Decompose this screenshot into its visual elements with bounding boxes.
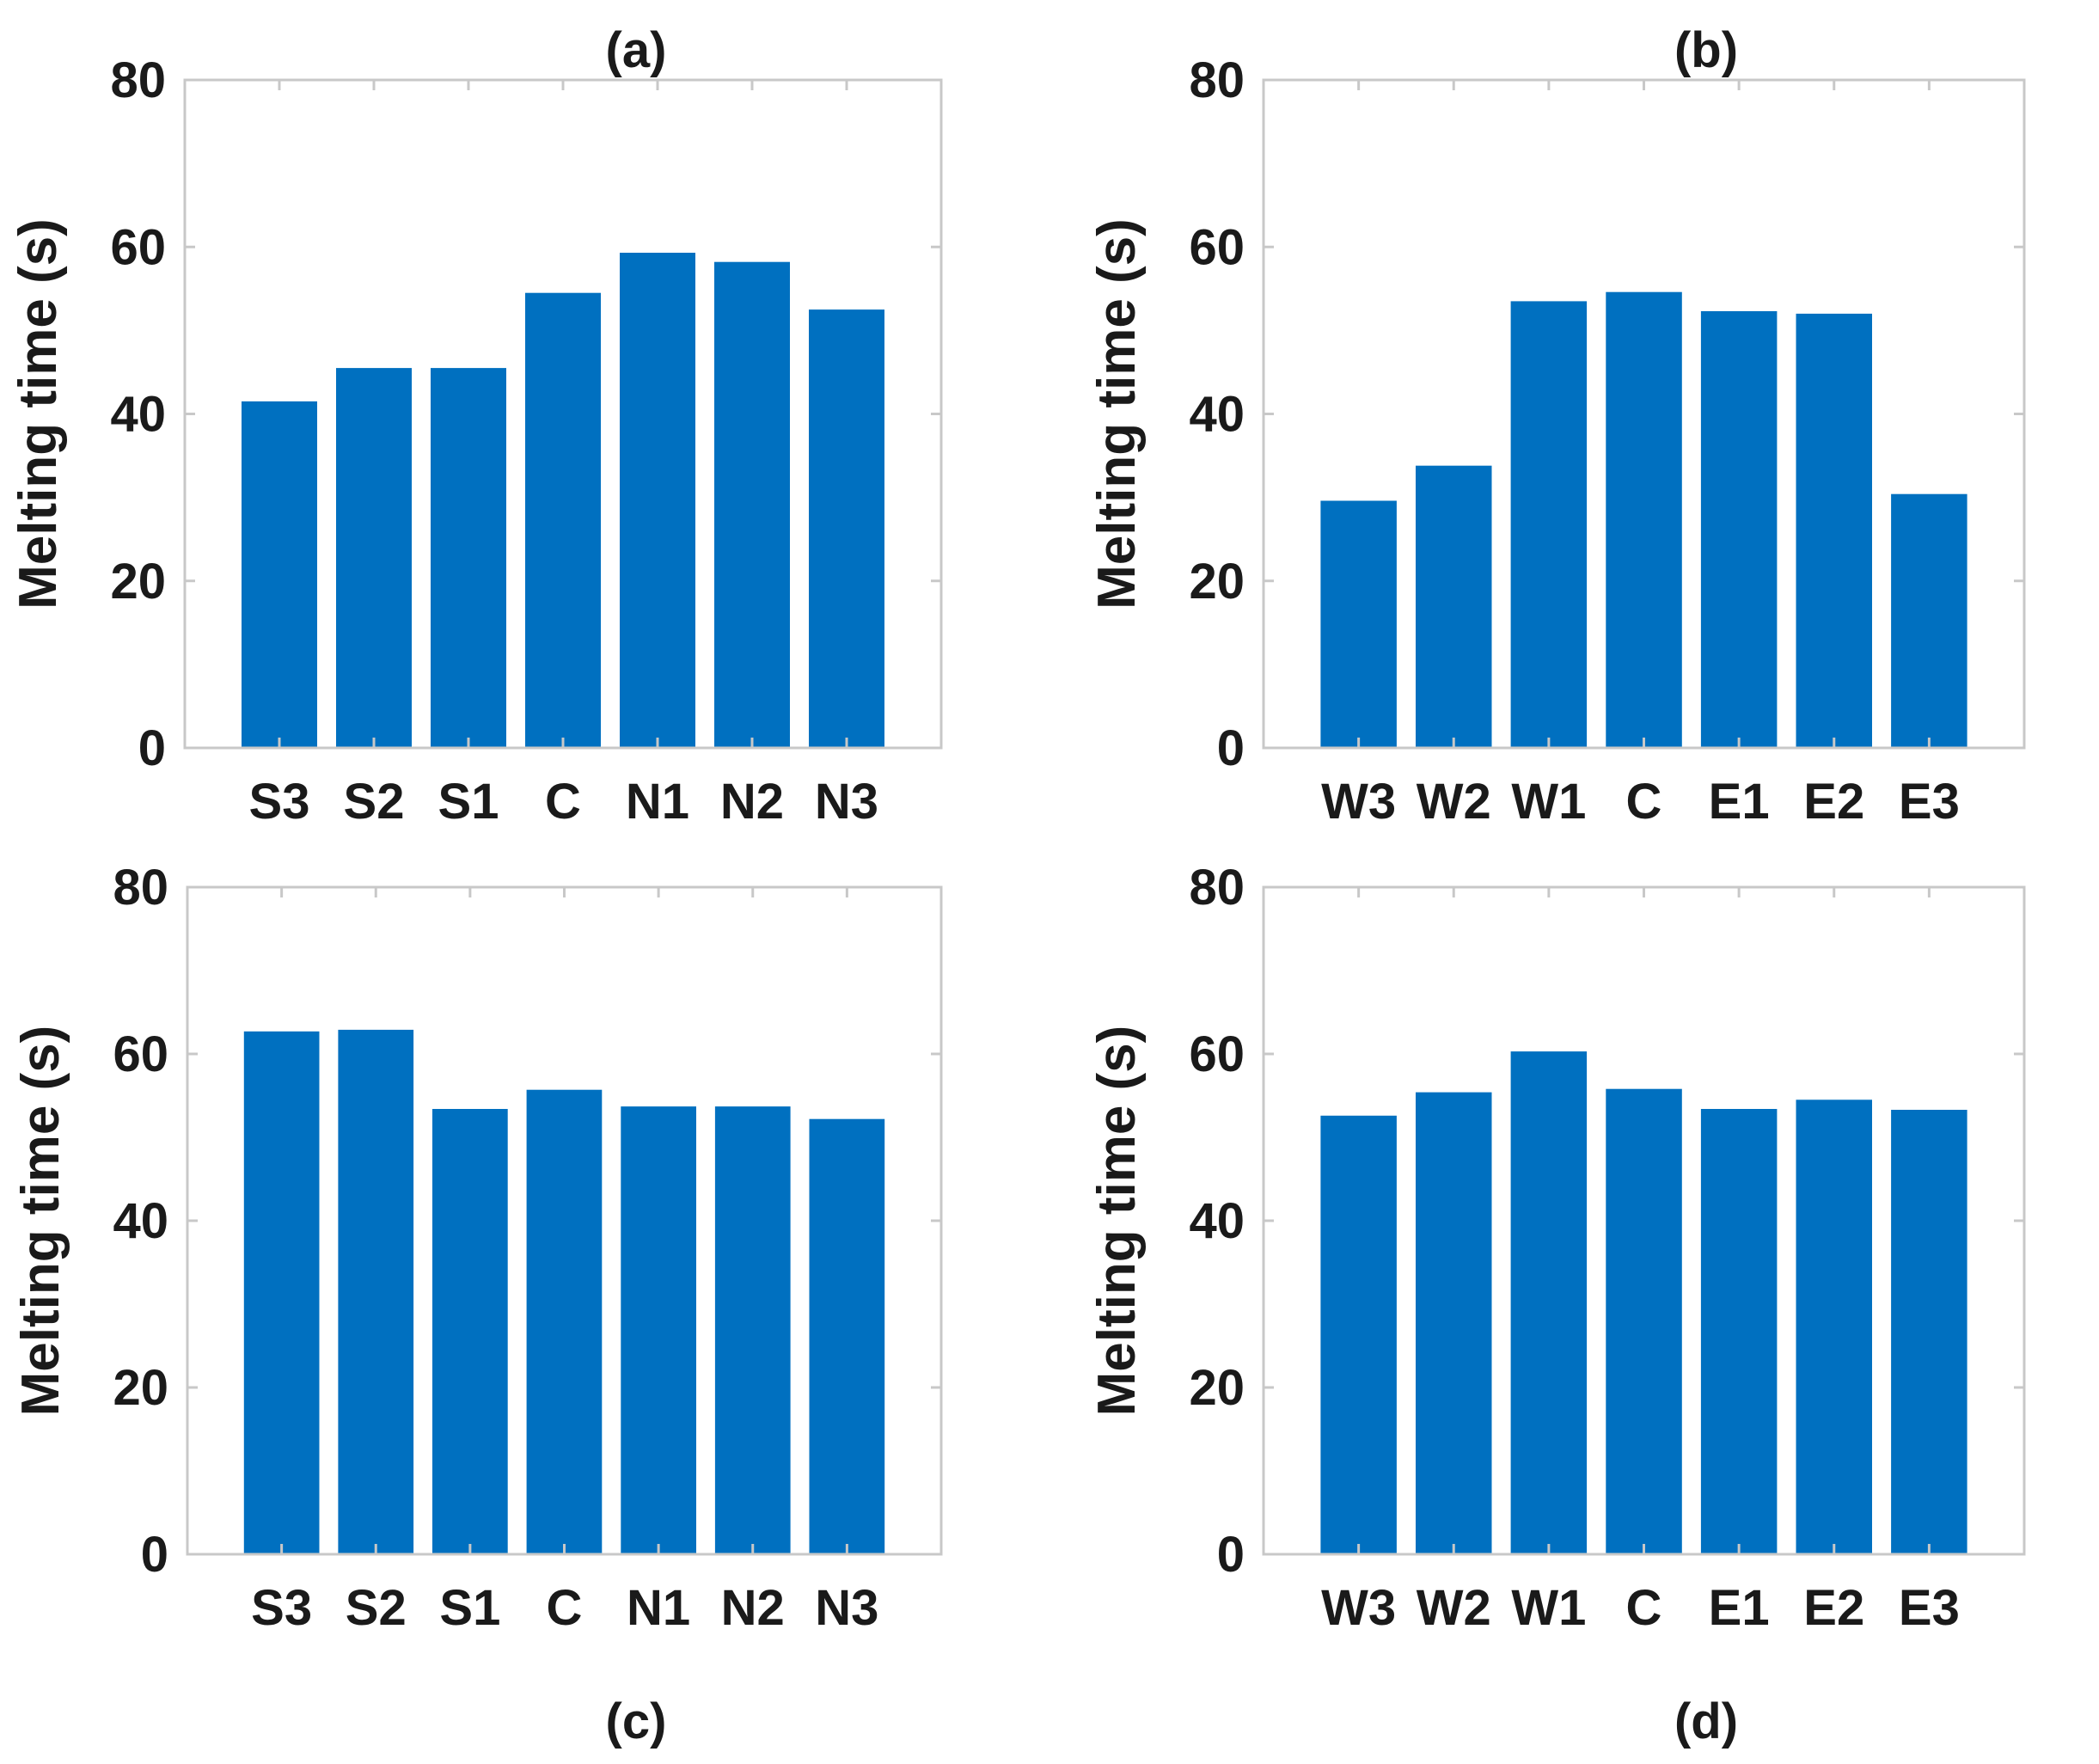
bar-e3 (1891, 1110, 1967, 1554)
x-tick-label: N3 (815, 1580, 878, 1636)
bar-c (1606, 291, 1682, 748)
bar-n2 (714, 261, 790, 748)
bar-w3 (1320, 500, 1397, 748)
bar-c (525, 292, 601, 748)
y-tick-label: 80 (113, 860, 168, 916)
bar-s2 (336, 368, 412, 748)
bar-n1 (621, 1106, 696, 1554)
x-tick-label: N2 (720, 774, 784, 830)
chart-panel-1: 0 20 40 60 80 S3 S2 S1 C N1 N2 N3 Melting time (s) (a… (9, 22, 943, 830)
bar-e2 (1796, 313, 1872, 748)
bar-c (526, 1089, 603, 1554)
chart-panel-4: 0 20 40 60 80 W3 W2 W1 C E1 E2 E3 Melting time (s) (d… (1087, 860, 2026, 1749)
bar-s1 (432, 1109, 508, 1554)
x-tick-label: W1 (1511, 774, 1586, 830)
panel-label: (a) (606, 22, 667, 78)
y-tick-label: 0 (1217, 1527, 1245, 1583)
y-tick-label: 80 (1189, 860, 1245, 916)
x-tick-label: C (547, 1580, 583, 1636)
y-tick-label: 20 (1189, 554, 1245, 609)
y-tick-label: 40 (1189, 1193, 1245, 1249)
x-tick-label: S2 (346, 1580, 407, 1636)
y-tick-label: 0 (1217, 720, 1245, 776)
x-tick-label: E3 (1899, 774, 1960, 830)
bar-e1 (1700, 311, 1778, 748)
x-tick-label: E1 (1709, 774, 1770, 830)
x-tick-label: W2 (1417, 1580, 1491, 1636)
bar-w1 (1510, 1051, 1588, 1554)
y-tick-label: 60 (110, 219, 166, 275)
y-tick-label: 20 (1189, 1360, 1245, 1416)
bar-e3 (1891, 493, 1967, 748)
x-tick-label: S3 (251, 1580, 312, 1636)
x-tick-label: S3 (249, 774, 310, 830)
x-tick-label: W1 (1511, 1580, 1586, 1636)
chart-panel-2: 0 20 40 60 80 W3 W2 W1 C E1 E2 E3 Melting time (s) (b… (1087, 22, 2026, 830)
bar-w1 (1510, 301, 1588, 748)
y-tick-label: 80 (1189, 52, 1245, 108)
bar-n3 (809, 309, 884, 748)
y-tick-label: 20 (110, 554, 166, 609)
x-tick-label: N1 (627, 1580, 690, 1636)
x-tick-label: E1 (1709, 1580, 1770, 1636)
bar-n1 (620, 253, 695, 748)
bar-s3 (242, 401, 317, 748)
y-tick-label: 60 (1189, 1026, 1245, 1082)
bar-s2 (338, 1029, 414, 1554)
panel-label: (c) (606, 1694, 667, 1749)
bar-s3 (243, 1031, 320, 1554)
x-tick-label: N3 (815, 774, 878, 830)
x-tick-label: C (1626, 774, 1662, 830)
x-tick-label: S1 (438, 774, 499, 830)
y-tick-label: 0 (141, 1527, 168, 1583)
bar-c (1606, 1088, 1682, 1554)
x-tick-label: N1 (626, 774, 689, 830)
y-axis-label: Melting time (s) (1087, 1026, 1147, 1417)
panel-label: (b) (1674, 22, 1738, 78)
chart-panel-3: 0 20 40 60 80 S3 S2 S1 C N1 N2 N3 Melting time (s) (c… (11, 860, 943, 1749)
y-tick-label: 40 (1189, 387, 1245, 443)
y-tick-label: 40 (113, 1193, 168, 1249)
bar-n2 (714, 1106, 791, 1554)
x-tick-label: E2 (1803, 774, 1864, 830)
y-tick-label: 80 (110, 52, 166, 108)
x-tick-label: N2 (721, 1580, 785, 1636)
y-tick-label: 40 (110, 387, 166, 443)
x-tick-label: C (545, 774, 581, 830)
y-tick-label: 0 (138, 720, 166, 776)
bar-e1 (1700, 1109, 1778, 1554)
panel-label: (d) (1674, 1694, 1738, 1749)
y-tick-label: 20 (113, 1360, 168, 1416)
x-tick-label: C (1626, 1580, 1662, 1636)
x-tick-label: W2 (1417, 774, 1491, 830)
x-tick-label: W3 (1321, 1580, 1396, 1636)
x-tick-label: W3 (1321, 774, 1396, 830)
bar-s1 (431, 368, 506, 748)
y-axis-label: Melting time (s) (11, 1026, 70, 1417)
x-tick-label: E3 (1899, 1580, 1960, 1636)
bar-w2 (1416, 1092, 1492, 1554)
y-tick-label: 60 (113, 1026, 168, 1082)
y-axis-label: Melting time (s) (9, 218, 68, 609)
bar-w3 (1320, 1115, 1397, 1554)
x-tick-label: S2 (344, 774, 405, 830)
x-tick-label: E2 (1803, 1580, 1864, 1636)
y-axis-label: Melting time (s) (1087, 218, 1147, 609)
bar-w2 (1416, 465, 1492, 748)
y-tick-label: 60 (1189, 219, 1245, 275)
x-tick-label: S1 (439, 1580, 500, 1636)
bar-e2 (1796, 1099, 1872, 1554)
bar-n3 (809, 1118, 885, 1554)
